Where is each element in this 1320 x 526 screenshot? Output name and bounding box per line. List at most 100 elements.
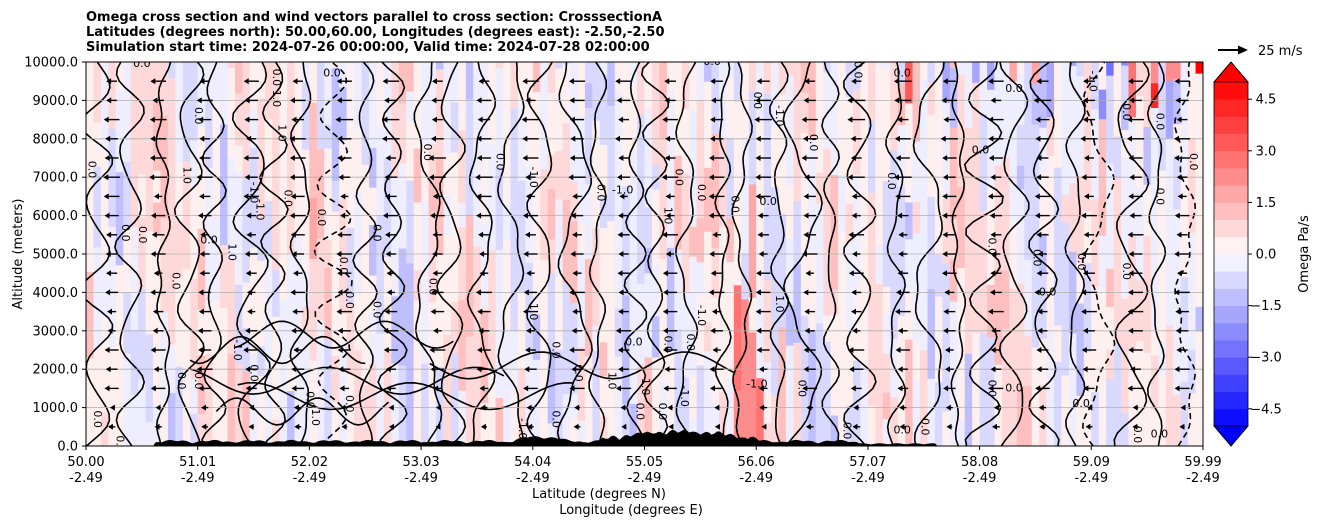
heatmap-cell <box>659 258 668 382</box>
contour-label: -1.0 <box>639 374 652 395</box>
wind-vector-head <box>1035 385 1041 392</box>
wind-vector <box>526 270 535 277</box>
wind-vector <box>1175 308 1189 315</box>
heatmap-cell <box>316 65 325 99</box>
heatmap-cell <box>1061 374 1070 410</box>
heatmap-cell <box>1054 62 1063 168</box>
heatmap-cell <box>309 76 318 103</box>
wind-vector <box>151 231 165 238</box>
wind-vector <box>710 327 723 334</box>
heatmap-cell <box>197 228 206 310</box>
terrain <box>86 429 1203 446</box>
wind-vector-head <box>943 116 949 123</box>
wind-vector-head <box>1036 155 1042 161</box>
heatmap-cell <box>696 217 705 263</box>
wind-vector <box>103 116 120 123</box>
heatmap-cell <box>1039 383 1048 446</box>
wind-vector <box>433 385 442 392</box>
wind-vector <box>522 135 539 142</box>
wind-vector <box>478 78 490 85</box>
heatmap-cell <box>532 359 541 446</box>
wind-vector-head <box>104 385 110 392</box>
wind-vector-head <box>244 251 250 257</box>
wind-vector <box>572 231 582 238</box>
wind-vector <box>289 174 306 181</box>
wind-vector <box>430 366 445 373</box>
wind-vector-head <box>196 174 202 181</box>
heatmap-cell <box>428 177 437 217</box>
heatmap-cell <box>1113 136 1122 179</box>
wind-vector-head <box>621 423 627 430</box>
wind-vector <box>848 347 865 353</box>
y-tick-label: 1000.0 <box>33 401 79 416</box>
wind-vector <box>340 193 349 200</box>
heatmap-cell <box>584 82 593 108</box>
contour-label: -1.0 <box>746 378 767 391</box>
wind-vector-head <box>571 327 577 334</box>
heatmap-cell <box>845 404 854 446</box>
heatmap-cell <box>503 204 512 240</box>
wind-vector-head <box>475 289 481 296</box>
wind-vector <box>1035 212 1050 219</box>
wind-vector-head <box>615 135 620 142</box>
wind-vector <box>897 212 909 219</box>
heatmap-cell <box>547 154 556 189</box>
colorbar-tick-label: 3.0 <box>1256 144 1277 159</box>
heatmap-cell <box>1106 306 1115 350</box>
wind-vector <box>893 78 912 85</box>
heatmap-cell <box>867 192 876 278</box>
wind-vector <box>1036 155 1049 161</box>
heatmap-cell <box>309 197 318 259</box>
heatmap-cell <box>882 391 891 420</box>
heatmap-cell <box>622 62 631 70</box>
heatmap-cell <box>1068 65 1078 184</box>
heatmap-cell <box>354 349 363 388</box>
wind-vector <box>1127 135 1145 142</box>
heatmap-cell <box>398 248 407 366</box>
heatmap-cell <box>413 201 422 271</box>
heatmap-cell <box>368 187 378 225</box>
heatmap-cell <box>1173 394 1182 446</box>
heatmap-cell <box>525 350 534 446</box>
heatmap-cell <box>1009 170 1018 221</box>
wind-vector-head <box>853 404 859 411</box>
wind-vector-head <box>1083 78 1089 85</box>
y-tick-label: 6000.0 <box>33 209 79 224</box>
heatmap-cell <box>1076 395 1085 446</box>
wind-vector <box>805 270 814 277</box>
heatmap-cell <box>599 227 608 343</box>
heatmap-cell <box>249 62 258 110</box>
heatmap-cell <box>860 62 869 153</box>
contour-label: 0.0 <box>371 301 384 319</box>
wind-vector-head <box>290 193 296 200</box>
contour-label: 0.0 <box>323 67 341 80</box>
wind-vector <box>199 155 211 161</box>
heatmap-cell <box>234 93 243 146</box>
wind-vector-head <box>1177 193 1183 200</box>
heatmap-cell <box>1106 268 1115 307</box>
heatmap-cell <box>987 62 996 90</box>
heatmap-cell <box>480 158 489 225</box>
heatmap-cell <box>644 206 653 249</box>
wind-vector <box>665 193 675 200</box>
heatmap-cell <box>592 62 601 121</box>
wind-vector-head <box>1132 423 1138 430</box>
wind-vector-head <box>1129 212 1135 219</box>
heatmap-cell <box>495 166 504 251</box>
wind-vector <box>851 308 862 315</box>
wind-vector-head <box>755 308 761 315</box>
heatmap-cell <box>1091 198 1100 287</box>
wind-vector <box>941 97 958 104</box>
heatmap-cell <box>651 315 660 358</box>
wind-vector-head <box>944 289 950 296</box>
heatmap-cell <box>845 62 854 97</box>
wind-vector <box>899 404 907 411</box>
heatmap-cell <box>1046 155 1055 211</box>
heatmap-cell <box>570 220 579 303</box>
wind-vector-head <box>618 251 624 257</box>
wind-vector-head <box>199 155 204 161</box>
wind-vector-head <box>1081 308 1087 315</box>
heatmap-cell <box>257 345 266 376</box>
wind-vector-head <box>525 97 531 104</box>
contour-label: 0.0 <box>986 238 999 256</box>
